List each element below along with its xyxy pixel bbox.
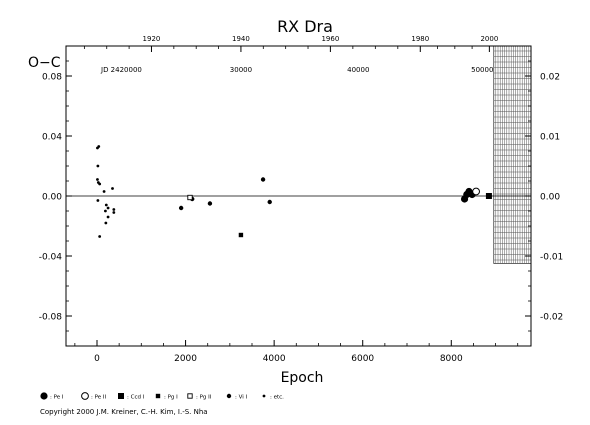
- data-point: [267, 199, 272, 205]
- data-point: [102, 190, 106, 193]
- legend-marker: [226, 393, 232, 399]
- data-point: [485, 193, 492, 199]
- legend-marker: [262, 394, 266, 398]
- data-point: [472, 187, 480, 196]
- y-tick-label: -0.08: [39, 313, 63, 323]
- jd-label: 50000: [471, 66, 493, 74]
- y-tick-label: 0.08: [42, 73, 62, 83]
- top-tick-label: 2000: [480, 35, 498, 43]
- right-tick-label: 0.00: [540, 193, 560, 203]
- y-axis-label: O−C: [28, 55, 61, 71]
- data-point: [98, 182, 102, 186]
- legend-label: : Pg II: [196, 395, 212, 401]
- legend-label: : Vi I: [235, 395, 248, 401]
- copyright-notice: Copyright 2000 J.M. Kreiner, C.-H. Kim, …: [40, 408, 208, 416]
- data-point: [96, 178, 99, 181]
- data-point: [187, 194, 193, 201]
- data-point: [260, 177, 266, 182]
- y-tick-label: 0.00: [42, 193, 62, 203]
- x-tick-label: 8000: [440, 354, 463, 364]
- data-point: [106, 206, 110, 210]
- right-tick-label: 0.01: [540, 133, 560, 143]
- data-point: [111, 187, 114, 190]
- data-point: [96, 164, 100, 168]
- top-tick-label: 1980: [411, 35, 429, 43]
- chart-title: RX Dra: [277, 17, 333, 36]
- legend-label: : Pe I: [50, 395, 64, 401]
- top-tick-label: 1960: [321, 35, 339, 43]
- data-point: [112, 208, 116, 211]
- legend-marker: [187, 393, 193, 399]
- x-axis-label: Epoch: [281, 370, 324, 386]
- legend-label: : Pe II: [91, 395, 106, 401]
- legend-marker: [40, 392, 48, 400]
- legend-label: : Ccd I: [127, 395, 145, 401]
- x-tick-label: 0: [94, 354, 100, 364]
- legend-label: : Pg I: [164, 395, 178, 401]
- legend-marker: [81, 392, 89, 400]
- data-point: [178, 205, 184, 211]
- data-point: [104, 209, 107, 213]
- plot-area: 0 2000 4000 6000 8000 0.08 0.04 0.00 -0.04 -0.08 0…: [39, 35, 564, 364]
- data-point: [97, 145, 101, 148]
- top-tick-label: 1920: [143, 35, 161, 43]
- right-tick-label: 0.02: [540, 73, 560, 83]
- data-point: [98, 235, 102, 238]
- jd-label: 30000: [230, 66, 252, 74]
- jd-label: JD 2420000: [100, 66, 142, 74]
- y-tick-label: 0.04: [42, 133, 62, 143]
- legend: : Pe I : Pe II : Ccd I : Pg I : Pg II : Vi I:…: [40, 392, 284, 401]
- right-tick-label: -0.01: [540, 253, 563, 263]
- top-tick-label: 1940: [232, 35, 250, 43]
- data-point: [112, 211, 116, 214]
- jd-label: 40000: [347, 66, 369, 74]
- data-point: [96, 199, 100, 202]
- right-tick-label: -0.02: [540, 313, 563, 323]
- data-point: [106, 215, 110, 219]
- x-tick-label: 4000: [263, 354, 286, 364]
- x-tick-label: 2000: [174, 354, 197, 364]
- legend-label: : etc.: [270, 395, 284, 401]
- legend-marker: [118, 393, 124, 399]
- x-tick-label: 6000: [351, 354, 374, 364]
- legend-marker: [155, 393, 161, 399]
- data-point: [207, 201, 213, 206]
- data-point: [104, 221, 108, 225]
- y-tick-label: -0.04: [39, 253, 63, 263]
- data-point: [104, 203, 108, 207]
- data-point: [238, 232, 244, 238]
